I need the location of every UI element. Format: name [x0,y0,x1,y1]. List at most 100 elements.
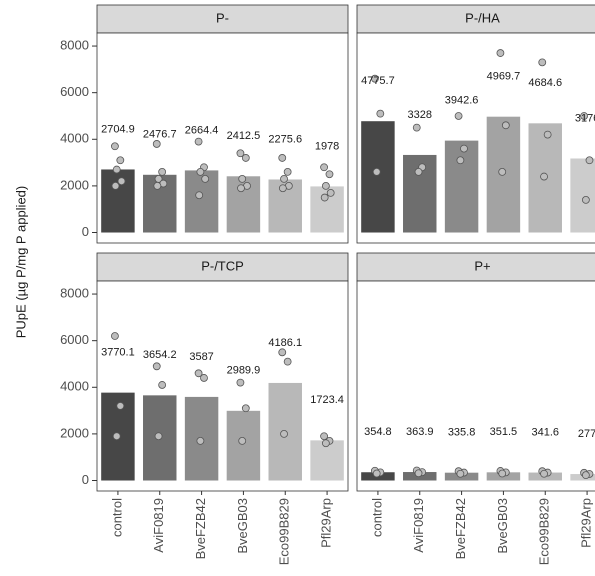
value-label: 3587 [189,351,213,363]
x-tick-label: control [369,498,384,537]
bar [310,440,344,481]
value-label: 363.9 [406,426,434,438]
point [376,109,385,118]
y-axis-title: PUpE (µg P/mg P applied) [13,186,28,339]
point [498,469,507,478]
value-label: 3942.6 [445,95,479,107]
point [152,140,161,148]
point [280,175,288,183]
panel [96,32,349,244]
value-label: 1978 [315,140,339,152]
point [321,181,330,190]
point [195,191,204,200]
x-tick-label: BveGB03 [235,498,250,554]
point [278,154,287,162]
x-tick-label: Eco99B829 [537,498,552,565]
point [321,439,330,448]
value-label: 341.6 [531,426,559,438]
point [241,404,250,413]
point [454,112,463,120]
point [241,154,250,162]
point [371,74,379,83]
strip [96,4,349,34]
point [585,156,594,165]
value-label: 2476.7 [143,129,177,141]
point [153,181,162,190]
point [501,121,510,130]
value-label: 354.8 [364,426,392,438]
point [196,168,205,176]
value-label: 351.5 [490,426,518,438]
point [540,469,548,478]
x-tick-label: BveFZB42 [193,498,208,559]
point [238,436,247,445]
value-label: 4775.7 [361,75,395,87]
strip [356,252,595,282]
point [581,195,590,204]
point [498,168,507,176]
panel [96,280,349,492]
value-label: 277 [578,428,595,440]
strip-label: P-/HA [465,10,500,25]
value-label: 1723.4 [310,394,344,406]
point [278,184,287,193]
y-tick-label: 0 [82,224,89,239]
point [414,168,423,176]
point [236,378,245,387]
point [538,58,547,67]
point [117,177,126,186]
point [111,332,119,340]
x-tick-label: Pfl29Arp [579,498,594,548]
point [456,469,465,478]
value-label: 4969.7 [487,71,521,83]
point [112,432,121,441]
x-tick-label: AviF0819 [411,498,426,553]
point [496,49,505,57]
point [237,184,245,193]
point [194,369,203,378]
bar [444,140,479,233]
x-tick-label: Pfl29Arp [319,498,334,548]
bar [361,121,395,233]
x-tick-label: AviF0819 [151,498,166,553]
point [456,156,465,165]
point [111,181,120,190]
point [320,163,328,172]
bar [101,169,135,233]
y-tick-label: 4000 [60,379,89,394]
value-label: 3654.2 [143,349,177,361]
value-label: 2664.4 [185,124,219,136]
point [372,168,381,176]
point [196,436,205,445]
point [238,175,247,183]
value-label: 2412.5 [227,130,261,142]
y-tick-label: 0 [82,472,89,487]
value-label: 3176 [575,112,595,124]
value-label: 4186.1 [268,337,302,349]
point [152,362,161,371]
point [283,357,292,366]
bar [570,158,595,233]
value-label: 2275.6 [268,133,302,145]
point [194,137,203,146]
strip-label: P-/TCP [201,258,244,273]
y-tick-label: 6000 [60,84,89,99]
point [154,432,163,441]
panel [356,280,595,492]
point [412,123,421,132]
point [236,149,245,158]
strip-label: P- [216,10,229,25]
point [581,471,590,480]
y-tick-label: 2000 [60,177,89,192]
value-label: 3770.1 [101,347,135,359]
point [158,168,167,176]
point [201,175,210,183]
point [158,381,167,389]
point [116,402,125,410]
value-label: 335.8 [448,427,476,439]
bar [184,170,219,233]
point [320,193,329,202]
strip-label: P+ [474,258,490,273]
point [278,348,287,357]
